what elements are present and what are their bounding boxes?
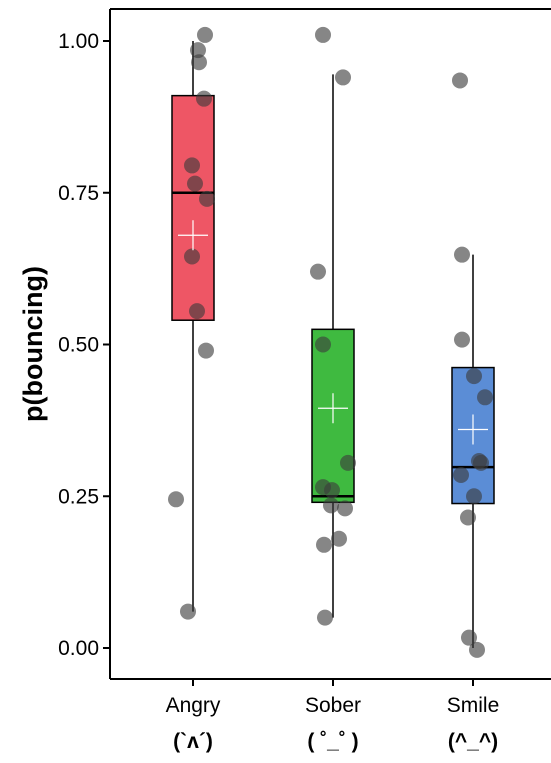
smile-data-point: [454, 247, 470, 263]
angry-data-point: [189, 303, 205, 319]
angry-data-point: [168, 491, 184, 507]
x-tick-label-smile: Smile: [447, 694, 500, 717]
emoticon-label-sober: ( ˚_˚ ): [307, 730, 358, 753]
sober-data-point: [340, 455, 356, 471]
smile-data-point: [469, 642, 485, 658]
angry-data-point: [196, 91, 212, 107]
sober-data-point: [316, 537, 332, 553]
angry-data-point: [187, 176, 203, 192]
x-tick-label-angry: Angry: [166, 694, 221, 717]
smile-data-point: [477, 389, 493, 405]
angry-box: [172, 96, 214, 321]
angry-data-point: [197, 27, 213, 43]
x-labels-layer: Angry (`ʌ´) Sober ( ˚_˚ ) Smile (^_^): [166, 679, 500, 753]
sober-data-point: [315, 27, 331, 43]
y-tick-label: 0.75: [58, 182, 99, 205]
angry-data-point: [180, 604, 196, 620]
angry-data-point: [199, 191, 215, 207]
angry-data-point: [184, 248, 200, 264]
smile-data-point: [473, 455, 489, 471]
sober-data-point: [315, 337, 331, 353]
y-tick-label: 0.25: [58, 485, 99, 508]
y-ticks-layer: 0.00 0.25 0.50 0.75 1.00: [58, 30, 110, 660]
points-layer: [168, 27, 493, 658]
angry-data-point: [191, 54, 207, 70]
y-axis-label: p(bouncing): [18, 266, 48, 422]
y-tick-label: 0.50: [58, 334, 99, 357]
smile-data-point: [452, 72, 468, 88]
sober-data-point: [310, 264, 326, 280]
smile-data-point: [453, 467, 469, 483]
y-tick-label: 1.00: [58, 30, 99, 53]
sober-data-point: [324, 482, 340, 498]
sober-data-point: [331, 531, 347, 547]
smile-data-point: [454, 332, 470, 348]
emoticon-label-smile: (^_^): [448, 730, 498, 753]
sober-data-point: [317, 610, 333, 626]
boxes-layer: [172, 41, 494, 648]
smile-data-point: [466, 368, 482, 384]
angry-data-point: [184, 157, 200, 173]
angry-data-point: [198, 343, 214, 359]
y-tick-label: 0.00: [58, 637, 99, 660]
smile-data-point: [460, 509, 476, 525]
emoticon-label-angry: (`ʌ´): [173, 730, 213, 753]
sober-data-point: [335, 69, 351, 85]
sober-data-point: [337, 500, 353, 516]
sober-data-point: [323, 497, 339, 513]
smile-data-point: [466, 488, 482, 504]
x-tick-label-sober: Sober: [305, 694, 361, 717]
